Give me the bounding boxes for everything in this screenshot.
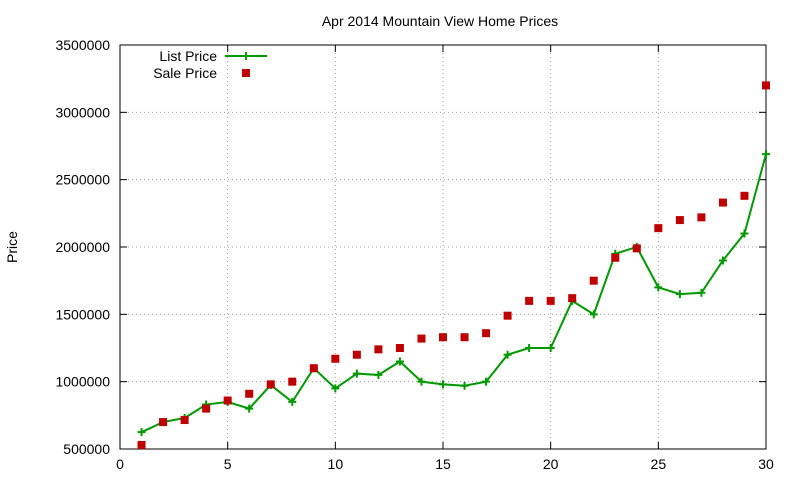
sale-price-point <box>697 213 706 222</box>
sale-price-point <box>417 334 426 343</box>
data-series <box>137 81 770 449</box>
list-price-point <box>654 283 663 292</box>
list-price-point <box>503 350 512 359</box>
sale-price-point <box>568 294 577 303</box>
sale-price-point <box>503 311 512 320</box>
sale-price-point <box>202 404 211 413</box>
sale-price-point <box>395 344 404 352</box>
x-tick-label: 30 <box>758 456 774 472</box>
y-tick-label: 1500000 <box>55 306 110 322</box>
y-tick-label: 2000000 <box>55 239 110 255</box>
sale-price-point <box>460 333 469 342</box>
x-tick-label: 15 <box>435 456 451 472</box>
list-price-point <box>395 357 404 366</box>
sale-price-point <box>675 216 684 225</box>
list-price-point <box>546 344 555 352</box>
sale-price-point <box>611 253 620 262</box>
y-tick-label: 3500000 <box>55 37 110 53</box>
series-list-price <box>137 150 770 437</box>
list-price-point <box>331 384 340 393</box>
list-price-point <box>740 229 749 238</box>
list-price-point <box>374 370 383 379</box>
y-axis-label: Price <box>4 231 20 263</box>
chart-title: Apr 2014 Mountain View Home Prices <box>322 13 558 29</box>
legend-square-marker <box>242 69 250 77</box>
list-price-point <box>439 380 447 389</box>
sale-price-point <box>482 329 491 338</box>
sale-price-point <box>266 380 275 389</box>
list-price-point <box>460 381 469 390</box>
list-price-point <box>352 369 361 378</box>
sale-price-point <box>632 244 641 253</box>
x-tick-label: 20 <box>543 456 559 472</box>
x-tick-label: 5 <box>224 456 232 472</box>
list-price-line <box>141 153 767 434</box>
axes <box>119 44 767 450</box>
x-tick-label: 25 <box>651 456 667 472</box>
sale-price-point <box>740 191 749 200</box>
sale-price-point <box>180 416 189 425</box>
sale-price-point <box>352 350 361 359</box>
grid-lines <box>120 45 766 449</box>
sale-price-point <box>223 396 232 405</box>
sale-price-point <box>718 198 727 207</box>
sale-price-point <box>589 276 598 285</box>
list-price-point <box>288 397 297 406</box>
sale-price-point <box>525 296 534 305</box>
list-price-point <box>137 428 146 437</box>
x-tick-label: 0 <box>116 456 124 472</box>
legend-plus-marker <box>242 52 250 60</box>
list-price-point <box>482 377 491 386</box>
list-price-point <box>417 377 426 386</box>
sale-price-point <box>159 418 168 427</box>
x-tick-label: 10 <box>328 456 344 472</box>
list-price-point <box>589 310 598 319</box>
legend-label: List Price <box>159 48 217 64</box>
list-price-point <box>245 404 254 413</box>
list-price-point <box>525 344 534 352</box>
sale-price-point <box>331 354 340 363</box>
y-tick-label: 2500000 <box>55 172 110 188</box>
y-tick-label: 500000 <box>63 441 110 457</box>
sale-price-point <box>374 345 383 354</box>
list-price-point <box>762 150 770 159</box>
sale-price-point <box>245 389 254 398</box>
legend-label: Sale Price <box>153 65 217 81</box>
sale-price-point <box>309 364 318 373</box>
y-tick-label: 3000000 <box>55 104 110 120</box>
sale-price-point <box>137 440 146 449</box>
list-price-point <box>675 290 684 299</box>
sale-price-point <box>439 333 447 342</box>
series-sale-price <box>137 81 770 449</box>
sale-price-point <box>762 81 770 90</box>
list-price-point <box>697 288 706 297</box>
list-price-point <box>718 256 727 265</box>
y-tick-label: 1000000 <box>55 374 110 390</box>
sale-price-point <box>546 296 555 305</box>
sale-price-point <box>288 377 297 386</box>
tick-labels: 0 5 10 15 20 25 30 500000 1000000 1500000 2000000 2… <box>55 37 774 472</box>
sale-price-point <box>654 224 663 233</box>
